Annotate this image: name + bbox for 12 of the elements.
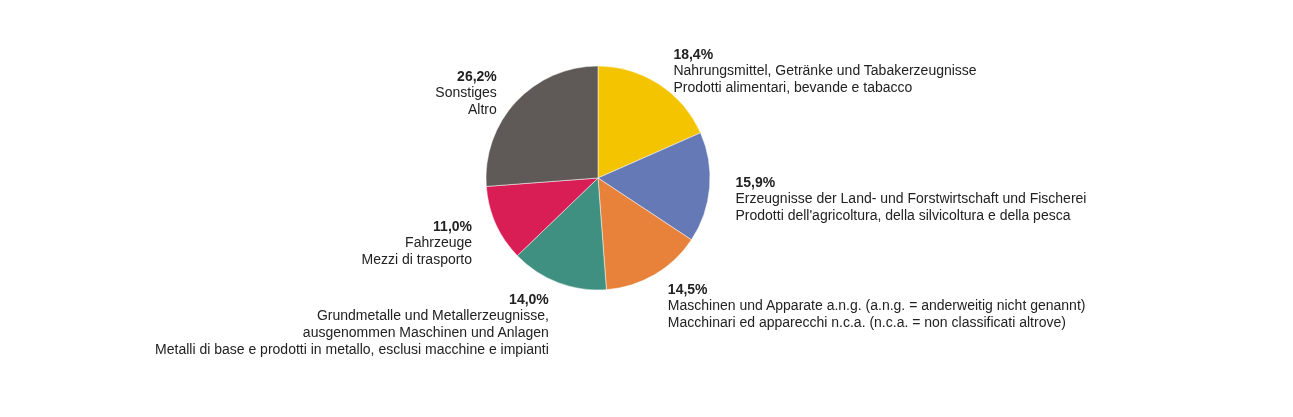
data-label: 11,0%	[433, 218, 473, 235]
slice-label: Erzeugnisse der Land- und Forstwirtschaft und Fischerei Prodotti dell'agricoltura, della silvicoltura e della pesca	[735, 189, 1087, 223]
data-label: 14,0%	[509, 290, 550, 307]
slice-label: Sonstiges Altro	[435, 84, 498, 118]
slice-label: Fahrzeuge Mezzi di trasporto	[361, 234, 473, 268]
slice-label: Grundmetalle und Metallerzeugnisse, ausgenommen Maschinen und Anlagen Metalli di base e prodotti in metallo, esclusi macchine e impianti	[155, 306, 549, 357]
data-label: 15,9%	[735, 173, 776, 190]
slice-label: Maschinen und Apparate a.n.g. (a.n.g. = anderweitig nicht genannt) Macchinari ed apparecchi n.c.a. (n.c.a. = non classificati altrove)	[667, 297, 1086, 330]
data-label: 18,4%	[673, 46, 714, 63]
data-label: 26,2%	[457, 68, 498, 85]
data-label: 14,5%	[667, 281, 709, 297]
slice-label: Nahrungsmittel, Getränke und Tabakerzeugnisse Prodotti alimentari, bevande e tabacco	[673, 62, 977, 96]
